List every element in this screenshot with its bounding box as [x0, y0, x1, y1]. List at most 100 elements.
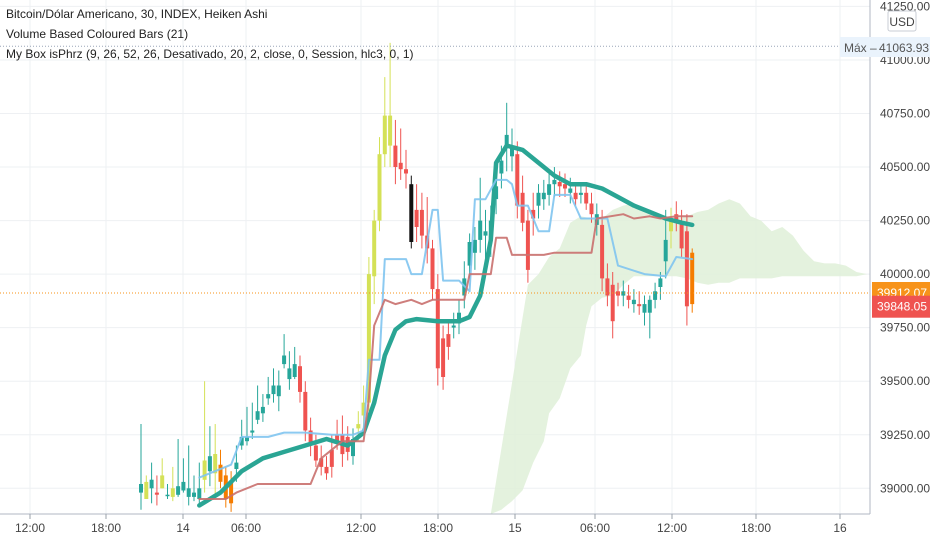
- candle-body: [388, 115, 393, 146]
- candle-body: [504, 134, 509, 146]
- candle-body: [382, 115, 387, 155]
- candle-body: [213, 454, 218, 474]
- candle-body: [467, 242, 472, 266]
- candle-body: [303, 391, 308, 431]
- candle: [239, 419, 244, 450]
- candle-body: [563, 184, 567, 189]
- candle-body: [239, 436, 244, 446]
- candle-body: [313, 445, 318, 461]
- candle-body: [319, 458, 324, 467]
- price-tick-label: 40750.00: [880, 107, 930, 121]
- symbol-title[interactable]: Bitcoin/Dólar Americano, 30, INDEX, Heik…: [6, 7, 268, 21]
- candle: [192, 475, 196, 502]
- candle: [605, 263, 610, 307]
- price-tick-label: 41250.00: [880, 0, 930, 13]
- indicator-line-thick-line: [197, 143, 695, 508]
- candle-body: [298, 366, 302, 392]
- candle: [478, 177, 483, 253]
- candle: [653, 282, 658, 309]
- candle: [430, 239, 435, 300]
- candle-body: [600, 224, 605, 279]
- candle: [298, 355, 302, 403]
- candle: [409, 175, 414, 249]
- candle-body: [441, 338, 446, 377]
- candle: [139, 424, 143, 510]
- candle: [393, 119, 398, 185]
- candle-body: [308, 430, 313, 446]
- candle: [669, 207, 673, 249]
- candle: [684, 214, 689, 326]
- time-axis-labels[interactable]: 12:00 18:00 14 06:00 12:00 18:00 15 06:00 12:00 1…: [15, 514, 847, 535]
- candle-body: [271, 385, 276, 395]
- candle: [154, 475, 159, 506]
- candle: [536, 184, 541, 219]
- candle: [250, 402, 255, 440]
- candle-body: [356, 424, 361, 429]
- candle-body: [547, 184, 552, 195]
- indicator-volume-bars[interactable]: Volume Based Coloured Bars (21): [6, 27, 189, 41]
- candle-body: [669, 218, 673, 232]
- time-tick-label: 06:00: [231, 521, 261, 535]
- candle-body: [642, 304, 647, 313]
- candle: [377, 137, 382, 232]
- price-markers: [0, 45, 870, 294]
- candle: [266, 376, 271, 405]
- candle-body: [510, 145, 514, 157]
- second-price-badge: 39848.05: [872, 295, 930, 318]
- candle-body: [255, 411, 260, 420]
- candle: [525, 209, 530, 283]
- candle: [324, 456, 329, 480]
- candle: [541, 179, 546, 210]
- candle: [186, 445, 191, 506]
- candle-body: [282, 355, 287, 365]
- candle-body: [202, 460, 207, 480]
- candle: [610, 271, 615, 339]
- candle-body: [234, 462, 239, 469]
- candle-body: [478, 220, 483, 240]
- indicator-line-red-line: [198, 213, 694, 500]
- candle-body: [335, 434, 340, 444]
- candle-body: [192, 492, 196, 497]
- indicator-my-box[interactable]: My Box isPhrz (9, 26, 52, 26, Desativado…: [6, 47, 414, 61]
- candle-body: [154, 492, 159, 495]
- price-axis-labels[interactable]: 41250.0041000.0040750.0040500.0040250.00…: [880, 0, 930, 495]
- candle-body: [430, 248, 435, 290]
- candle: [229, 471, 234, 512]
- candle-body: [250, 430, 255, 433]
- candle: [276, 370, 281, 412]
- candle-body: [472, 239, 477, 253]
- candle-body: [626, 295, 631, 300]
- candle: [382, 77, 387, 168]
- time-tick-label: 18:00: [741, 521, 771, 535]
- candle-body: [170, 488, 175, 497]
- candle: [621, 280, 626, 307]
- candle-body: [451, 325, 456, 328]
- candle: [547, 171, 552, 206]
- time-tick-label: 12:00: [346, 521, 376, 535]
- currency-label: USD: [889, 15, 915, 29]
- ichimoku-cloud: [490, 199, 868, 514]
- time-tick-label: 16: [833, 521, 847, 535]
- currency-badge[interactable]: USD: [887, 10, 917, 32]
- time-tick-label: 06:00: [580, 521, 610, 535]
- candle: [197, 462, 202, 504]
- candle-body: [541, 192, 546, 200]
- candle-body: [197, 488, 202, 499]
- candle-body: [515, 154, 520, 206]
- candle-body: [520, 192, 525, 223]
- candle-body: [568, 188, 573, 193]
- candle-body: [398, 162, 403, 170]
- max-price-badge: Máx – 41063.93: [840, 37, 930, 57]
- candle-body: [292, 364, 297, 377]
- candles: [139, 42, 695, 512]
- candle: [282, 334, 287, 369]
- price-tick-label: 39250.00: [880, 428, 930, 442]
- candle-body: [679, 222, 684, 249]
- max-dash: –: [870, 41, 877, 55]
- time-tick-label: 18:00: [91, 521, 121, 535]
- candle-body: [160, 475, 165, 489]
- candle-body: [139, 484, 143, 493]
- candle-body: [276, 385, 281, 397]
